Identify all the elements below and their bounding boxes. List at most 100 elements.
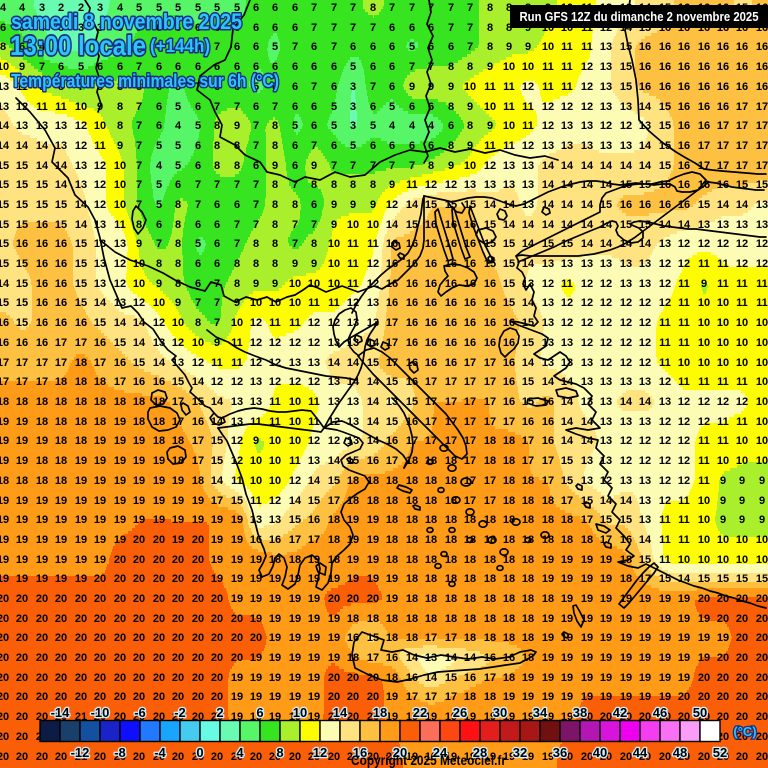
svg-text:7: 7 — [467, 22, 473, 34]
svg-text:6: 6 — [292, 2, 298, 14]
svg-text:19: 19 — [269, 691, 281, 703]
svg-text:14: 14 — [639, 534, 652, 546]
svg-text:19: 19 — [386, 691, 398, 703]
svg-text:20: 20 — [133, 534, 145, 546]
svg-text:20: 20 — [756, 691, 768, 703]
svg-text:20: 20 — [172, 554, 184, 566]
svg-text:17: 17 — [36, 357, 48, 369]
svg-text:19: 19 — [114, 455, 126, 467]
svg-text:12: 12 — [522, 140, 534, 152]
svg-text:16: 16 — [678, 101, 690, 113]
svg-text:12: 12 — [308, 317, 320, 329]
svg-text:20: 20 — [75, 632, 87, 644]
svg-text:15: 15 — [620, 219, 632, 231]
svg-text:14: 14 — [600, 238, 613, 250]
svg-text:14: 14 — [328, 357, 341, 369]
svg-text:20: 20 — [94, 672, 106, 684]
svg-text:18: 18 — [75, 435, 87, 447]
svg-text:15: 15 — [75, 238, 87, 250]
svg-text:20: 20 — [133, 613, 145, 625]
svg-text:12: 12 — [659, 297, 671, 309]
svg-text:15: 15 — [0, 160, 9, 172]
svg-text:20: 20 — [736, 731, 748, 743]
svg-text:5: 5 — [19, 22, 25, 34]
svg-text:12: 12 — [581, 81, 593, 93]
svg-text:10: 10 — [698, 495, 710, 507]
svg-text:17: 17 — [16, 357, 28, 369]
svg-text:20: 20 — [717, 751, 729, 763]
svg-text:13: 13 — [542, 357, 554, 369]
svg-text:10: 10 — [756, 455, 768, 467]
svg-text:18: 18 — [503, 672, 515, 684]
svg-text:11: 11 — [328, 297, 340, 309]
svg-text:16: 16 — [464, 672, 476, 684]
svg-text:15: 15 — [211, 435, 223, 447]
svg-text:19: 19 — [172, 475, 184, 487]
svg-text:9: 9 — [389, 179, 395, 191]
svg-text:15: 15 — [736, 179, 748, 191]
svg-text:16: 16 — [678, 160, 690, 172]
svg-text:18: 18 — [503, 613, 515, 625]
svg-text:19: 19 — [36, 435, 48, 447]
svg-text:11: 11 — [522, 101, 534, 113]
svg-text:10: 10 — [736, 435, 748, 447]
svg-text:20: 20 — [756, 751, 768, 763]
svg-text:20: 20 — [36, 613, 48, 625]
svg-text:18: 18 — [503, 495, 515, 507]
svg-text:6: 6 — [97, 61, 103, 73]
svg-text:19: 19 — [308, 573, 320, 585]
svg-text:9: 9 — [487, 120, 493, 132]
svg-text:13:00 locale: 13:00 locale — [10, 30, 146, 61]
svg-text:15: 15 — [698, 573, 710, 585]
svg-text:10: 10 — [269, 475, 281, 487]
svg-text:6: 6 — [156, 22, 162, 34]
svg-text:19: 19 — [153, 514, 165, 526]
svg-text:10: 10 — [698, 554, 710, 566]
svg-text:20: 20 — [231, 632, 243, 644]
svg-text:16: 16 — [386, 278, 398, 290]
svg-text:13: 13 — [542, 258, 554, 270]
svg-text:12: 12 — [75, 120, 87, 132]
svg-text:20: 20 — [55, 632, 67, 644]
svg-text:18: 18 — [406, 534, 418, 546]
svg-text:13: 13 — [464, 179, 476, 191]
svg-text:20: 20 — [133, 672, 145, 684]
svg-text:15: 15 — [561, 455, 573, 467]
svg-text:13: 13 — [36, 120, 48, 132]
svg-text:2: 2 — [58, 2, 64, 14]
svg-text:7: 7 — [253, 140, 259, 152]
svg-text:15: 15 — [211, 455, 223, 467]
svg-text:15: 15 — [522, 317, 534, 329]
svg-text:6: 6 — [175, 179, 181, 191]
svg-text:13: 13 — [0, 101, 9, 113]
svg-text:13: 13 — [639, 120, 651, 132]
svg-text:19: 19 — [36, 514, 48, 526]
svg-text:4: 4 — [39, 41, 46, 53]
svg-text:11: 11 — [250, 495, 262, 507]
svg-text:20: 20 — [114, 632, 126, 644]
svg-text:15: 15 — [386, 376, 398, 388]
svg-text:19: 19 — [0, 573, 9, 585]
svg-text:10: 10 — [717, 337, 729, 349]
svg-text:13: 13 — [659, 396, 671, 408]
svg-text:16: 16 — [464, 238, 476, 250]
svg-text:13: 13 — [561, 337, 573, 349]
svg-text:16: 16 — [678, 81, 690, 93]
svg-text:38: 38 — [573, 705, 587, 720]
svg-text:14: 14 — [308, 475, 321, 487]
svg-text:15: 15 — [659, 573, 671, 585]
svg-text:19: 19 — [659, 672, 671, 684]
svg-text:19: 19 — [114, 416, 126, 428]
svg-text:12: 12 — [659, 455, 671, 467]
svg-text:20: 20 — [698, 751, 710, 763]
svg-text:19: 19 — [600, 613, 612, 625]
svg-text:14: 14 — [581, 238, 594, 250]
svg-text:10: 10 — [503, 120, 515, 132]
svg-text:8: 8 — [195, 317, 201, 329]
svg-text:17: 17 — [308, 534, 320, 546]
svg-text:18: 18 — [36, 455, 48, 467]
svg-text:18: 18 — [445, 534, 457, 546]
svg-text:18: 18 — [133, 396, 145, 408]
svg-text:20: 20 — [172, 613, 184, 625]
svg-text:16: 16 — [503, 317, 515, 329]
